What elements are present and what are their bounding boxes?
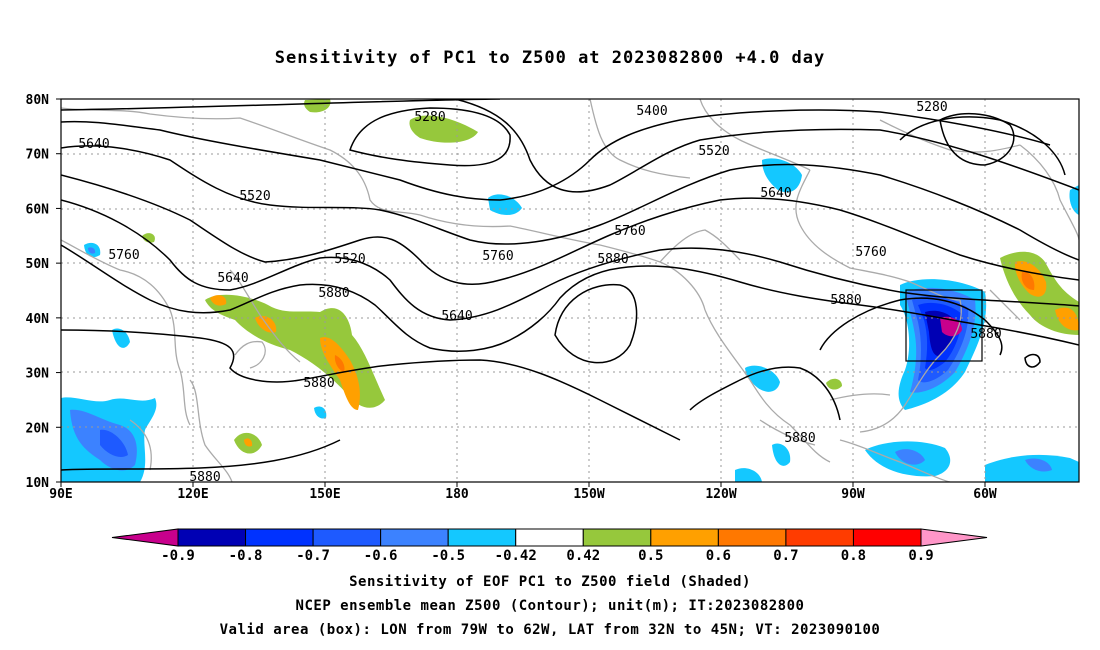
latitude-ticks: 80N 70N 60N 50N 40N 30N 20N 10N (26, 93, 61, 491)
contour-label: 5520 (698, 144, 729, 159)
caption-valid-area: Valid area (box): LON from 79W to 62W, L… (219, 622, 881, 638)
colorbar-segment (312, 528, 382, 547)
contour-label: 5520 (239, 189, 270, 204)
colorbar-label: 0.8 (841, 548, 866, 564)
lat-tick-label: 60N (26, 202, 50, 217)
caption-shaded: Sensitivity of EOF PC1 to Z500 field (Sh… (349, 574, 751, 590)
colorbar-label: 0.42 (566, 548, 600, 564)
lon-tick-label: 90W (841, 487, 865, 502)
lat-tick-label: 80N (26, 93, 50, 108)
coastlines (61, 99, 1079, 482)
lat-tick-label: 50N (26, 257, 50, 272)
colorbar-label: -0.8 (229, 548, 263, 564)
colorbar-segment (515, 528, 584, 547)
lat-tick-label: 70N (26, 148, 50, 163)
colorbar-segment (380, 528, 449, 547)
grid-lines (61, 99, 1079, 482)
lon-tick-label: 180 (445, 487, 469, 502)
contour-label: 5760 (108, 248, 139, 263)
contour-label: 5640 (441, 309, 472, 324)
colorbar-label: -0.9 (161, 548, 195, 564)
colorbar-segment (111, 528, 179, 547)
contour-label: 5880 (597, 252, 628, 267)
contour-label: 5880 (830, 293, 861, 308)
colorbar-segment (650, 528, 719, 547)
colorbar-segment (920, 528, 988, 547)
contour-label: 5880 (970, 327, 1001, 342)
contour-labels: 5640 5280 5400 5280 5520 5520 5640 5760 5760 5520… (78, 100, 1001, 485)
colorbar-label: 0.7 (773, 548, 798, 564)
lat-tick-label: 10N (26, 476, 50, 491)
colorbar-segment (245, 528, 314, 547)
contour-label: 5760 (855, 245, 886, 260)
map-frame (60, 98, 1080, 483)
lon-tick-label: 120E (177, 487, 208, 502)
sensitivity-shading (61, 99, 1079, 482)
contour-label: 5760 (482, 249, 513, 264)
colorbar-label: -0.42 (495, 548, 537, 564)
colorbar-segment (177, 528, 247, 547)
contour-label: 5280 (916, 100, 947, 115)
lon-tick-label: 150W (573, 487, 604, 502)
lon-tick-label: 150E (309, 487, 340, 502)
contour-label: 5640 (78, 137, 109, 152)
lon-tick-label: 120W (705, 487, 736, 502)
lat-tick-label: 40N (26, 312, 50, 327)
contour-label: 5520 (334, 252, 365, 267)
contour-label: 5400 (636, 104, 667, 119)
colorbar-segment (717, 528, 787, 547)
map-title: Sensitivity of PC1 to Z500 at 2023082800… (274, 48, 826, 68)
colorbar-label: -0.5 (431, 548, 465, 564)
colorbar-label: -0.6 (364, 548, 398, 564)
contour-label: 5880 (318, 286, 349, 301)
colorbar-segment (852, 528, 922, 547)
colorbar-label: 0.5 (638, 548, 663, 564)
colorbar-segment (582, 528, 652, 547)
lat-tick-label: 30N (26, 367, 50, 382)
colorbar: -0.9 -0.8 -0.7 -0.6 -0.5 -0.42 0.42 0.5 0.6 0.7 0.… (111, 528, 988, 564)
colorbar-label: -0.7 (296, 548, 330, 564)
lon-tick-label: 90E (49, 487, 72, 502)
contour-label: 5880 (303, 376, 334, 391)
lat-tick-label: 20N (26, 421, 50, 436)
colorbar-label: 0.6 (706, 548, 731, 564)
contour-label: 5760 (614, 224, 645, 239)
longitude-ticks: 90E 120E 150E 180 150W 120W 90W 60W (49, 482, 997, 502)
contour-label: 5280 (414, 110, 445, 125)
contour-label: 5640 (217, 271, 248, 286)
contour-label: 5880 (189, 470, 220, 485)
colorbar-label: 0.9 (908, 548, 933, 564)
valid-area-box (905, 289, 983, 362)
colorbar-segment (785, 528, 854, 547)
z500-contours (61, 99, 1079, 471)
contour-label: 5640 (760, 186, 791, 201)
lon-tick-label: 60W (973, 487, 997, 502)
contour-label: 5880 (784, 431, 815, 446)
colorbar-segment (447, 528, 517, 547)
caption-contour: NCEP ensemble mean Z500 (Contour); unit(… (295, 598, 805, 614)
